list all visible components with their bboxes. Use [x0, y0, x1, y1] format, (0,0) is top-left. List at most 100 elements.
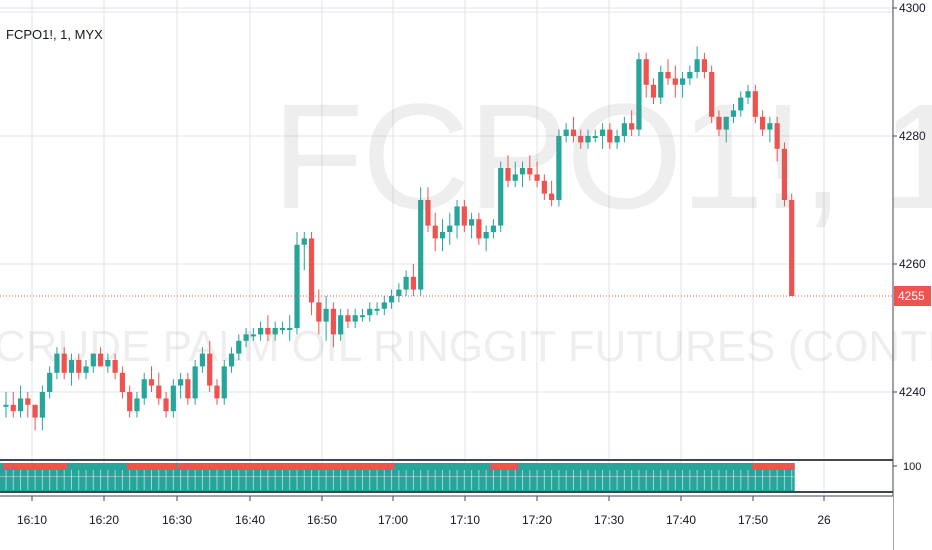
candle-body: [498, 168, 504, 226]
candle-body: [570, 129, 577, 136]
candle: [498, 161, 504, 232]
candle: [774, 116, 780, 162]
candle-body: [148, 379, 155, 386]
time-tick-label: 26: [817, 513, 831, 527]
candle: [32, 404, 38, 431]
candle-body: [505, 168, 511, 181]
candle: [287, 315, 293, 341]
candle-body: [279, 328, 286, 330]
candle-body: [185, 379, 191, 399]
chart-grid: [0, 0, 893, 495]
candle-body: [701, 59, 707, 72]
candle: [388, 289, 395, 309]
candle: [258, 321, 264, 341]
candle: [97, 347, 104, 367]
candle: [301, 232, 307, 271]
candle-body: [359, 315, 366, 318]
candle-body: [178, 379, 184, 386]
candle: [221, 360, 227, 405]
candle-body: [665, 72, 671, 79]
candle-body: [629, 123, 635, 130]
candle: [650, 78, 657, 104]
candle: [148, 366, 155, 392]
candle-body: [374, 308, 380, 311]
time-tick-label: 16:40: [235, 513, 265, 527]
price-axis[interactable]: 4300 4280 4260 4240 4255 100: [892, 0, 932, 550]
candle-body: [483, 232, 489, 239]
candle: [352, 308, 358, 328]
candle-body: [760, 116, 766, 130]
candle-body: [381, 302, 387, 309]
candle: [738, 91, 744, 117]
candle: [338, 308, 344, 341]
candle-body: [388, 296, 395, 303]
candle-body: [294, 244, 300, 328]
candle-body: [127, 392, 133, 412]
candle: [476, 212, 482, 245]
candle-body: [199, 353, 206, 367]
candle-body: [527, 168, 533, 175]
candle-body: [214, 385, 220, 399]
candle-body: [90, 353, 96, 367]
candle: [483, 225, 489, 252]
time-tick-label: 17:20: [522, 513, 552, 527]
candle: [68, 353, 75, 386]
indicator-red-segment: [126, 463, 177, 469]
candle: [345, 308, 351, 328]
candle-body: [323, 308, 329, 322]
candle: [730, 104, 737, 124]
candle: [556, 129, 562, 207]
price-tick-label: 4280: [899, 129, 926, 143]
candle: [519, 161, 526, 188]
candle: [490, 219, 497, 239]
candle: [192, 360, 198, 405]
candle-body: [134, 398, 140, 412]
candle: [403, 270, 409, 296]
candle: [752, 84, 758, 124]
candle: [432, 212, 438, 252]
price-tick-label: 4300: [899, 1, 926, 15]
last-price-badge: [894, 286, 931, 306]
candle-body: [250, 334, 256, 337]
candle: [381, 296, 387, 316]
candle: [425, 187, 431, 232]
candle-body: [578, 136, 584, 143]
candle: [367, 302, 373, 322]
candle-body: [396, 289, 402, 296]
candle-body: [119, 372, 125, 392]
time-axis[interactable]: 16:10 16:20 16:30 16:40 16:50 17:00 17:10 17:20…: [0, 495, 893, 550]
candle-body: [556, 136, 562, 200]
candle-body: [621, 123, 627, 136]
candle: [723, 116, 729, 143]
candle-body: [301, 238, 307, 245]
watermark-description: CRUDE PALM OIL RINGGIT FUTURES (CONTINUO…: [0, 322, 932, 371]
watermark-symbol: FCPO1!, 1: [272, 72, 932, 240]
candle: [178, 372, 184, 399]
candle-body: [105, 360, 111, 367]
time-tick-label: 16:10: [17, 513, 47, 527]
candle: [418, 187, 424, 296]
candle-body: [17, 398, 24, 412]
candle-body: [512, 174, 518, 181]
time-tick-label: 16:30: [162, 513, 192, 527]
symbol-legend: FCPO1!, 1, MYX: [6, 27, 103, 42]
candle: [447, 212, 453, 245]
candle: [781, 142, 788, 207]
candle-body: [418, 200, 424, 290]
candle: [672, 65, 678, 98]
candle: [541, 174, 547, 200]
candle-body: [221, 366, 227, 399]
indicator-pane[interactable]: [0, 459, 893, 493]
candle-body: [592, 136, 598, 138]
candle-body: [367, 308, 373, 316]
candles-layer: [3, 46, 795, 431]
candle: [374, 302, 380, 316]
candle-body: [287, 328, 293, 330]
candle-body: [738, 97, 744, 111]
candle-body: [403, 276, 409, 290]
candle: [134, 392, 140, 418]
candle: [439, 219, 446, 252]
candle: [308, 232, 315, 316]
candle: [90, 353, 96, 373]
